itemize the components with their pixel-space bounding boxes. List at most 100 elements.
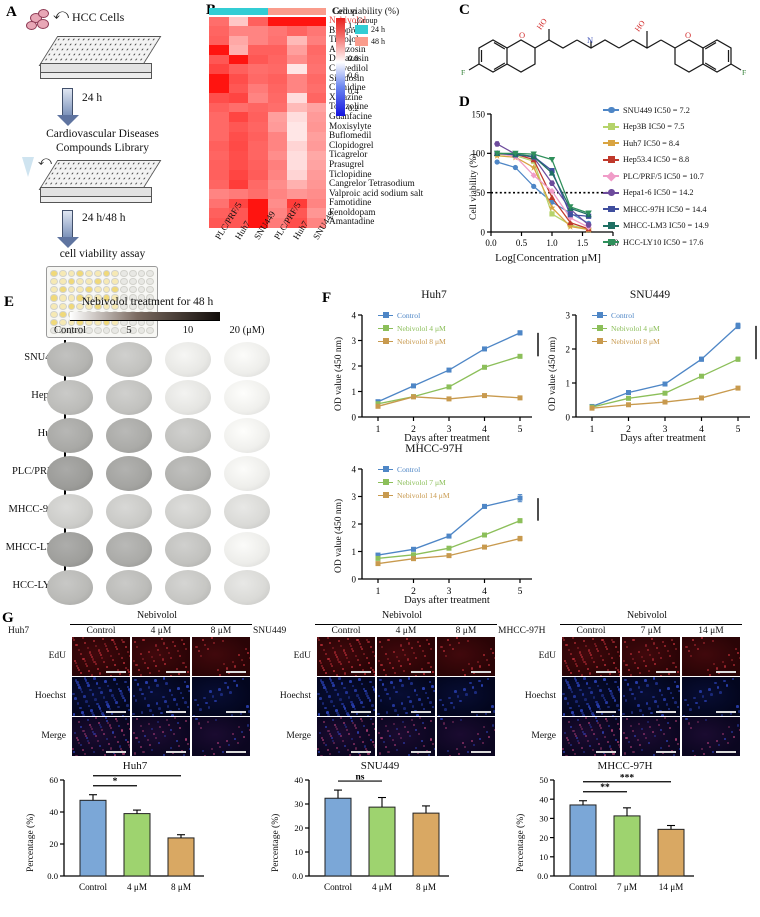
heatmap-row-label: Clonidine [329, 83, 366, 94]
svg-text:0: 0 [481, 227, 486, 237]
heatmap-cell [209, 16, 229, 27]
panel-f-chart-title: MHCC-97H [405, 443, 463, 455]
scale-bar [471, 711, 491, 713]
heatmap-cell [228, 83, 248, 94]
svg-text:1.5: 1.5 [577, 238, 589, 248]
heatmap-cell [209, 122, 229, 132]
assay-well [128, 294, 137, 302]
panel-f-legend-item: Nebivolol 4 μM [592, 322, 660, 335]
heatmap-cell [267, 141, 287, 151]
heatmap-row-label: Fenoldopam [329, 207, 376, 218]
assay-well [58, 270, 67, 278]
assay-well [146, 302, 154, 310]
svg-text:F: F [461, 68, 465, 77]
panel-g-ylabel: Percentage (%) [26, 813, 36, 872]
svg-text:7 μM: 7 μM [617, 882, 637, 892]
assay-well [76, 270, 84, 278]
assay-well [137, 326, 146, 334]
scale-bar [656, 751, 676, 753]
heatmap-cell [287, 83, 307, 94]
svg-text:2: 2 [352, 519, 357, 529]
assay-well [111, 278, 119, 286]
svg-text:0.5: 0.5 [516, 238, 528, 248]
group-legend-swatch [355, 25, 368, 34]
assay-well [128, 302, 137, 310]
svg-text:4: 4 [482, 587, 487, 597]
library-label-2: Compounds Library [56, 142, 149, 154]
panel-f-chart-title: Huh7 [421, 289, 447, 301]
svg-text:5: 5 [518, 587, 523, 597]
assay-well [50, 310, 58, 318]
heatmap-cell [287, 179, 307, 190]
assay-well [93, 270, 102, 278]
panel-c: C [455, 0, 760, 96]
panel-e-column-label: Control [53, 325, 87, 336]
panel-e-column-label: 5 [126, 325, 132, 336]
assay-well [128, 270, 137, 278]
library-label-1: Cardiovascular Diseases [46, 128, 159, 140]
heatmap-cell [209, 64, 229, 75]
panel-e-well [165, 570, 211, 605]
svg-text:30: 30 [539, 814, 548, 824]
panel-g-row-label: Hoechst [279, 691, 311, 701]
heatmap-row-label: Nebivolol [329, 16, 367, 26]
panel-d-legend-label: PLC/PRF/5 IC50 = 10.7 [623, 171, 704, 181]
panel-d-legend-marker [603, 222, 619, 229]
heatmap-cell [248, 83, 268, 94]
heatmap-grid [209, 16, 326, 228]
panel-d-legend-label: HCC-LY10 IC50 = 17.6 [623, 237, 704, 247]
colorbar [336, 18, 345, 116]
heatmap-cell [287, 26, 307, 36]
assay-well [93, 326, 102, 334]
scale-bar [351, 751, 371, 753]
panel-e-well [106, 342, 152, 377]
svg-text:8 μM: 8 μM [171, 882, 191, 892]
panel-g-row-label: Merge [286, 731, 311, 741]
heatmap-row-label: Amantadine [329, 217, 375, 228]
panel-e-row-label: Hep3B [0, 390, 61, 401]
fluorescence-image [682, 717, 740, 756]
panel-d-legend-label: SNU449 IC50 = 7.2 [623, 105, 690, 115]
scale-bar [596, 711, 616, 713]
panel-f-legend-marker [378, 492, 393, 499]
svg-text:100: 100 [472, 149, 486, 159]
panel-d-legend-item: HCC-LY10 IC50 = 17.6 [603, 234, 709, 251]
assay-well [120, 270, 128, 278]
svg-text:4 μM: 4 μM [372, 882, 392, 892]
assay-well [58, 278, 67, 286]
treatment-header-rule [315, 624, 497, 626]
assay-well [76, 278, 84, 286]
cell-line-label: Huh7 [8, 626, 30, 636]
panel-g-column-label: 8 μM [455, 626, 477, 636]
svg-text:***: *** [620, 774, 635, 783]
heatmap-cell [248, 45, 268, 55]
svg-text:3: 3 [663, 425, 668, 435]
assay-well [120, 286, 128, 294]
panel-e-well [165, 532, 211, 567]
assay-well [58, 302, 67, 310]
panel-d-legend-label: Hep53.4 IC50 = 8.8 [623, 155, 690, 165]
heatmap-cell [306, 35, 326, 46]
svg-text:4 μM: 4 μM [127, 882, 147, 892]
svg-text:Control: Control [79, 882, 108, 892]
panel-g-chart-title: MHCC-97H [597, 760, 653, 772]
heatmap-cell [248, 16, 268, 27]
panel-d-xlabel: Log[Concentration μM] [495, 252, 601, 264]
heatmap-row-label: Bisoprolol [329, 25, 369, 36]
heatmap-cell [267, 83, 287, 94]
heatmap-cell [248, 64, 268, 75]
panel-d-legend-label: MHCC-LM3 IC50 = 14.9 [623, 221, 709, 231]
heatmap-cell [306, 54, 326, 65]
scale-bar [716, 711, 736, 713]
panel-e-well [165, 380, 211, 415]
scale-bar [656, 711, 676, 713]
svg-text:1.0: 1.0 [546, 238, 558, 248]
panel-g-group: Nebivolol SNU449 Control 4 μM 8 μM EdU Hoechst… [245, 608, 497, 917]
svg-text:10: 10 [294, 847, 303, 857]
assay-well [111, 270, 119, 278]
panel-d-legend-item: Hepa1-6 IC50 = 14.2 [603, 185, 709, 202]
svg-text:2: 2 [411, 425, 416, 435]
scale-bar [106, 751, 126, 753]
heatmap-cell [306, 74, 326, 84]
